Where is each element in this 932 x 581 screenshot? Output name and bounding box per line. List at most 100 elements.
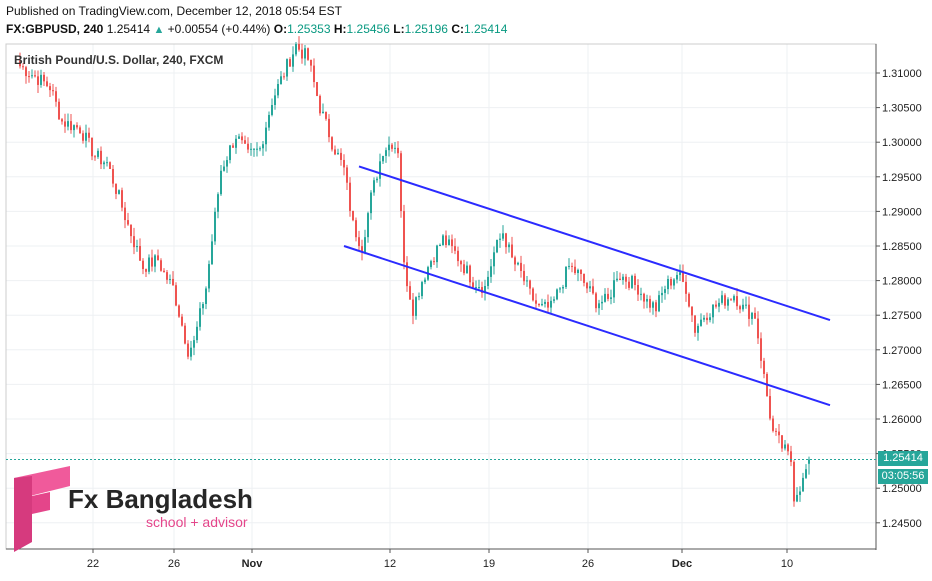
- candle-body: [43, 74, 45, 82]
- candle-body: [328, 118, 330, 138]
- candle-body: [490, 266, 492, 277]
- candle-body: [340, 152, 342, 160]
- candle-body: [520, 262, 522, 271]
- candle-body: [127, 220, 129, 225]
- candle-body: [505, 233, 507, 248]
- candle-body: [445, 235, 447, 246]
- candle-body: [460, 261, 462, 265]
- candle-body: [523, 270, 525, 282]
- candle-body: [748, 304, 750, 319]
- candle-body: [589, 286, 591, 289]
- price-tick-label: 1.24500: [882, 518, 922, 530]
- candle-body: [562, 287, 564, 289]
- candle-body: [619, 278, 621, 280]
- candle-body: [175, 285, 177, 306]
- candle-body: [436, 245, 438, 263]
- candle-body: [664, 289, 666, 293]
- candle-body: [49, 86, 51, 91]
- candle-body: [802, 477, 804, 492]
- candle-body: [178, 305, 180, 317]
- countdown-label: 03:05:56: [878, 469, 928, 484]
- candle-body: [580, 269, 582, 274]
- candle-body: [799, 491, 801, 495]
- candle-body: [718, 302, 720, 307]
- candle-body: [280, 76, 282, 85]
- candle-body: [235, 138, 237, 148]
- candle-body: [730, 299, 732, 301]
- candle-body: [208, 264, 210, 289]
- candle-body: [331, 137, 333, 150]
- candle-body: [457, 250, 459, 262]
- candle-body: [298, 44, 300, 50]
- candle-body: [346, 167, 348, 183]
- candle-body: [262, 144, 264, 149]
- candle-body: [58, 101, 60, 120]
- candle-body: [253, 148, 255, 150]
- candle-body: [565, 266, 567, 288]
- candle-body: [223, 166, 225, 171]
- candle-body: [193, 340, 195, 348]
- price-tick-label: 1.27500: [882, 310, 922, 322]
- price-tick-label: 1.31000: [882, 68, 922, 80]
- candle-body: [400, 153, 402, 212]
- price-tick-label: 1.28000: [882, 276, 922, 288]
- candle-body: [532, 288, 534, 301]
- candle-body: [688, 293, 690, 307]
- candle-body: [37, 76, 39, 85]
- candle-body: [118, 190, 120, 194]
- candle-body: [430, 261, 432, 268]
- candle-body: [472, 282, 474, 288]
- candle-body: [466, 265, 468, 274]
- candle-body: [634, 275, 636, 285]
- candle-body: [310, 59, 312, 66]
- candle-body: [745, 304, 747, 306]
- candle-body: [391, 144, 393, 149]
- candle-body: [139, 245, 141, 261]
- candle-body: [121, 190, 123, 208]
- candle-body: [292, 54, 294, 67]
- candle-body: [316, 82, 318, 96]
- symbol-label[interactable]: FX:GBPUSD, 240: [6, 22, 104, 36]
- candle-body: [130, 224, 132, 237]
- candle-body: [682, 272, 684, 282]
- candle-body: [742, 304, 744, 310]
- candle-body: [82, 133, 84, 141]
- open-label: O:: [273, 22, 288, 36]
- time-tick-label: 26: [168, 558, 180, 570]
- close-value: 1.25414: [463, 22, 508, 36]
- candle-body: [361, 246, 363, 253]
- candle-body: [622, 276, 624, 280]
- candle-body: [469, 265, 471, 283]
- candle-body: [55, 91, 57, 102]
- candle-body: [511, 244, 513, 258]
- candle-body: [370, 192, 372, 214]
- candle-body: [373, 180, 375, 193]
- candle-body: [496, 239, 498, 253]
- candle-body: [667, 279, 669, 290]
- price-tick-label: 1.25000: [882, 483, 922, 495]
- channel-line-lower: [343, 245, 831, 407]
- time-axis-labels: 22 26 Nov 12 19 26 Dec 10: [87, 549, 793, 570]
- candle-body: [568, 265, 570, 267]
- candle-body: [295, 44, 297, 55]
- last-value: 1.25414: [106, 22, 151, 36]
- candle-body: [232, 145, 234, 148]
- candle-body: [202, 304, 204, 309]
- candle-body: [757, 318, 759, 339]
- time-tick-label: 10: [781, 558, 793, 570]
- candle-body: [169, 278, 171, 280]
- candle-body: [592, 286, 594, 294]
- candle-body: [79, 127, 81, 134]
- candle-body: [409, 286, 411, 300]
- candle-body: [385, 150, 387, 156]
- low-label: L:: [393, 22, 405, 36]
- candle-body: [271, 105, 273, 115]
- candle-body: [679, 272, 681, 275]
- candle-body: [784, 444, 786, 449]
- candle-body: [286, 59, 288, 77]
- fx-bangladesh-logo: Fx Bangladesh school + advisor: [8, 466, 268, 554]
- time-tick-label: 12: [384, 558, 396, 570]
- candle-body: [196, 326, 198, 341]
- candle-body: [712, 304, 714, 318]
